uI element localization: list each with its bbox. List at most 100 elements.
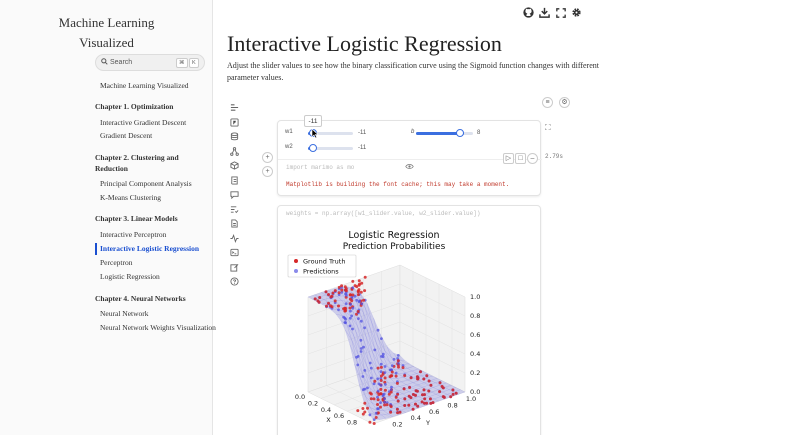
prediction-point (397, 362, 400, 365)
prediction-point (359, 338, 363, 342)
nav-item[interactable]: Neural Network Weights Visualization (100, 323, 216, 332)
prediction-point (379, 401, 382, 405)
ground-truth-point (387, 392, 391, 396)
ground-truth-point (429, 383, 433, 387)
ground-truth-point (368, 391, 372, 395)
run-button[interactable]: ▷ (503, 153, 514, 164)
ground-truth-point (422, 388, 426, 392)
nav-item[interactable]: Interactive Perceptron (100, 230, 167, 239)
w2-slider-handle[interactable] (309, 144, 317, 152)
grid-line (307, 340, 401, 374)
ground-truth-point (356, 310, 360, 313)
grid-line (307, 283, 401, 317)
cell-menu-button[interactable]: ≡ (542, 97, 553, 108)
ground-truth-point (427, 379, 431, 383)
grid-line (399, 283, 466, 317)
ground-truth-point (362, 298, 366, 302)
list-check-icon[interactable] (230, 201, 240, 214)
page-title: Interactive Logistic Regression (227, 31, 502, 56)
w1-slider-track[interactable] (308, 132, 353, 135)
run-time: 2.79s (545, 153, 564, 160)
ground-truth-point (331, 291, 335, 295)
nav-item[interactable]: Interactive Gradient Descent (100, 118, 187, 127)
cell-output-message: Matplotlib is building the font cache; t… (286, 181, 510, 188)
nav-item-active[interactable]: Interactive Logistic Regression (95, 243, 199, 255)
nav-chapter-4[interactable]: Chapter 4. Neural Networks (95, 294, 186, 303)
z-tick-label: 0.4 (470, 350, 480, 358)
settings-gear-icon[interactable] (571, 5, 583, 17)
w2-slider-track[interactable] (308, 147, 353, 150)
ground-truth-point (379, 374, 383, 378)
eye-icon[interactable] (405, 163, 414, 170)
graph-icon[interactable] (230, 143, 240, 156)
ground-truth-point (372, 397, 376, 401)
download-icon[interactable] (539, 5, 551, 18)
ground-truth-point (337, 285, 341, 289)
search-button[interactable]: Search ⌘ K (95, 54, 205, 71)
add-cell-above-button[interactable]: + (262, 152, 273, 163)
ground-truth-point (330, 305, 334, 309)
nav-chapter-2[interactable]: Chapter 2. Clustering and Reduction (95, 153, 179, 173)
code-line-1[interactable]: import marimo as mo (286, 164, 355, 171)
scroll-icon[interactable] (230, 172, 240, 185)
github-icon[interactable] (523, 5, 535, 18)
nav-item[interactable]: K-Means Clustering (100, 193, 162, 202)
document-icon[interactable] (230, 215, 240, 228)
code-line-2[interactable]: weights = np.array([w1_slider.value, w2_… (286, 210, 481, 217)
function-icon[interactable] (230, 114, 240, 127)
package-icon[interactable] (230, 157, 240, 170)
ground-truth-point (351, 293, 355, 297)
database-icon[interactable] (230, 128, 240, 141)
variables-icon[interactable] (230, 99, 240, 111)
add-cell-below-button[interactable]: + (262, 166, 273, 177)
ground-truth-point (414, 402, 417, 406)
y-tick-label: 0.8 (447, 401, 457, 409)
nav-chapter-1[interactable]: Chapter 1. Optimization (95, 102, 174, 111)
nav-chapter-3[interactable]: Chapter 3. Linear Models (95, 214, 178, 223)
grid-line (399, 302, 466, 336)
prediction-point (350, 314, 354, 318)
terminal-icon[interactable] (230, 244, 240, 257)
prediction-point (388, 368, 392, 372)
nav-item[interactable]: Principal Component Analysis (100, 179, 192, 188)
nav-item[interactable]: Perceptron (100, 258, 133, 267)
grid-line (399, 340, 466, 374)
grid-line (399, 321, 466, 355)
b-label: b (411, 129, 415, 135)
ground-truth-point (389, 410, 393, 414)
stop-button[interactable]: □ (515, 153, 526, 164)
nav-item[interactable]: Logistic Regression (100, 272, 160, 281)
ground-truth-point (357, 279, 361, 283)
y-tick-label: 0.4 (411, 414, 421, 422)
expand-icon[interactable]: ⛶ (545, 123, 551, 132)
prediction-point (390, 364, 394, 367)
grid-line (307, 302, 401, 336)
ground-truth-point (366, 406, 369, 410)
help-icon[interactable] (230, 273, 240, 286)
chat-icon[interactable] (230, 186, 240, 200)
ground-truth-point (342, 307, 346, 311)
prediction-point (383, 371, 387, 374)
ground-truth-point (383, 388, 387, 392)
z-tick-label: 1.0 (470, 293, 480, 301)
nav-item[interactable]: Gradient Descent (100, 131, 153, 140)
prediction-point (345, 293, 348, 297)
nav-item-home[interactable]: Machine Learning Visualized (100, 81, 189, 90)
nav-item[interactable]: Neural Network (100, 309, 149, 318)
legend-predictions: Predictions (303, 268, 339, 276)
y-tick-label: 0.6 (429, 408, 439, 416)
z-tick-label: 0.6 (470, 331, 480, 339)
ground-truth-point (396, 411, 400, 415)
fullscreen-icon[interactable] (556, 5, 568, 18)
collapse-button[interactable]: – (527, 153, 538, 164)
site-title[interactable]: Machine Learning Visualized (58, 15, 155, 50)
prediction-point (344, 302, 348, 306)
prediction-point (389, 388, 393, 392)
b-slider-handle[interactable] (456, 129, 464, 137)
cell-settings-button[interactable]: ⚙ (559, 97, 570, 108)
edit-icon[interactable] (230, 259, 240, 272)
ground-truth-point (372, 422, 376, 425)
x-tick-label: 0.4 (321, 406, 331, 414)
activity-icon[interactable] (230, 230, 240, 243)
prediction-point (383, 400, 386, 404)
